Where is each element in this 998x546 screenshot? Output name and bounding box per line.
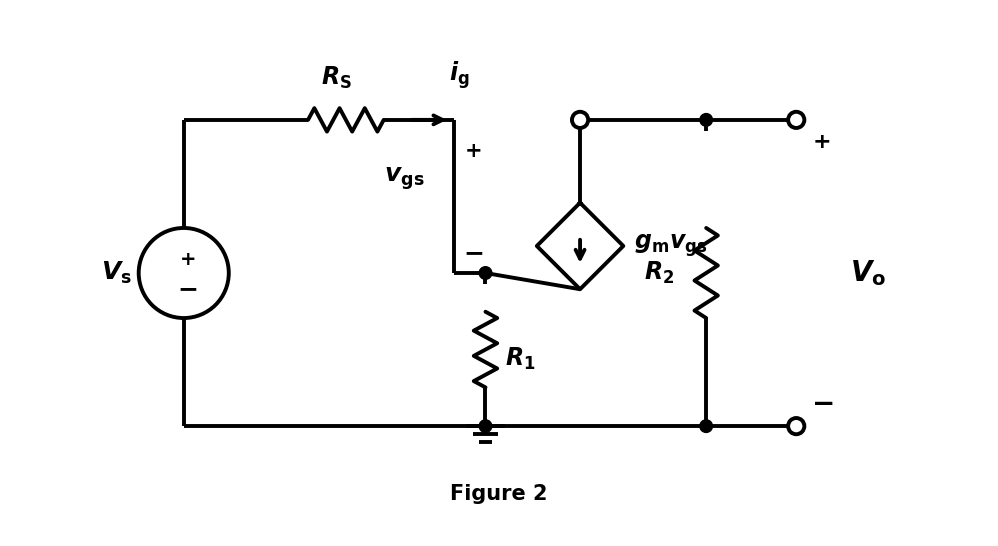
Text: $\bfit{g}_\mathbf{m}\bfit{v}_\mathbf{gs}$: $\bfit{g}_\mathbf{m}\bfit{v}_\mathbf{gs}…	[634, 233, 708, 259]
Circle shape	[788, 112, 804, 128]
Text: −: −	[463, 241, 484, 265]
Circle shape	[572, 112, 588, 128]
Text: $\bfit{R}_\mathbf{2}$: $\bfit{R}_\mathbf{2}$	[644, 260, 675, 286]
Circle shape	[479, 266, 492, 280]
Circle shape	[788, 418, 804, 434]
Circle shape	[700, 420, 713, 432]
Text: +: +	[465, 141, 482, 162]
Text: Figure 2: Figure 2	[450, 484, 548, 503]
Text: $\bfit{v}_\mathbf{gs}$: $\bfit{v}_\mathbf{gs}$	[384, 165, 425, 192]
Text: $\bfit{i}_\mathbf{g}$: $\bfit{i}_\mathbf{g}$	[449, 60, 470, 91]
Text: +: +	[812, 132, 831, 152]
Circle shape	[479, 420, 492, 432]
Text: $\bfit{R}_\mathbf{S}$: $\bfit{R}_\mathbf{S}$	[321, 65, 352, 91]
Circle shape	[700, 114, 713, 126]
Text: +: +	[180, 250, 197, 269]
Text: $\bfit{V}_\mathbf{o}$: $\bfit{V}_\mathbf{o}$	[850, 258, 886, 288]
Text: $\bfit{R}_\mathbf{1}$: $\bfit{R}_\mathbf{1}$	[505, 346, 536, 372]
Text: $\bfit{V}_\mathbf{s}$: $\bfit{V}_\mathbf{s}$	[101, 260, 132, 286]
Text: −: −	[178, 277, 199, 301]
Text: −: −	[812, 390, 835, 418]
Circle shape	[139, 228, 229, 318]
